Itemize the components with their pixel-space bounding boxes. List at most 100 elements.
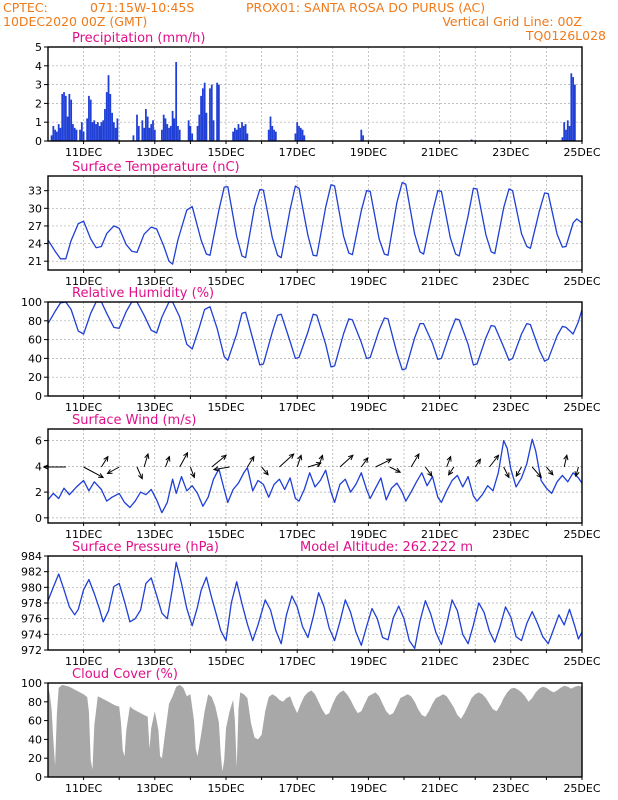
rh-xtick-label: 21DEC — [421, 401, 458, 414]
temp-xtick-label: 15DEC — [207, 275, 244, 288]
precip-bar — [100, 122, 103, 141]
pres-ytick-label: 984 — [21, 550, 42, 563]
cloud-xtick-label: 25DEC — [563, 782, 600, 795]
wind-xtick-label: 25DEC — [563, 528, 600, 541]
rh-frame — [47, 301, 583, 397]
precip-bar — [109, 94, 112, 141]
wind-vector-head — [297, 454, 303, 461]
cloud-xtick-label: 23DEC — [492, 782, 529, 795]
cloud-title: Cloud Cover (%) — [72, 667, 178, 682]
precip-ytick-label: 2 — [35, 97, 42, 110]
wind-vector-head — [548, 469, 554, 476]
cloud-xtick-label: 19DEC — [350, 782, 387, 795]
precip-bar — [168, 127, 170, 141]
precip-bar — [235, 129, 238, 141]
wind-vector-head — [221, 454, 227, 461]
wind-vector-head — [493, 454, 500, 461]
precip-bar — [102, 120, 105, 141]
wind-ytick-label: 2 — [35, 486, 42, 499]
precip-bar — [107, 75, 110, 141]
precip-bar — [114, 127, 117, 141]
temp-ytick-label: 27 — [28, 220, 42, 233]
precip-bar — [565, 129, 567, 141]
precip-bar — [237, 124, 240, 141]
wind-vector-head — [42, 464, 49, 470]
temp-ytick-label: 21 — [28, 255, 42, 268]
precip-bar — [75, 129, 78, 141]
precip-bar — [203, 82, 206, 141]
precip-bar — [570, 73, 573, 141]
rh-xtick-label: 23DEC — [492, 401, 529, 414]
precip-bar — [232, 131, 235, 141]
precip-bar — [57, 124, 60, 141]
pres-xtick-label: 13DEC — [136, 655, 173, 668]
precip-bar — [298, 125, 300, 141]
wind-vector-head — [386, 458, 393, 464]
precip-bar — [93, 120, 96, 141]
precip-bar — [169, 125, 172, 141]
precip-bar — [191, 133, 194, 141]
wind-vector — [307, 462, 322, 468]
temp-title: Surface Temperature (nC) — [72, 160, 240, 175]
temp-xtick-label: 23DEC — [492, 275, 529, 288]
precip-bar — [150, 124, 153, 141]
header-run-id: TQ0126L028 — [525, 28, 606, 43]
wind-vector — [446, 456, 452, 468]
precip-bar — [175, 62, 178, 141]
precip-xtick-label: 15DEC — [207, 146, 244, 159]
wind-vector-head — [138, 473, 143, 480]
precip-bar — [216, 82, 218, 141]
pres-xtick-label: 11DEC — [65, 655, 102, 668]
wind-ytick-label: 6 — [35, 435, 42, 448]
cloud-xtick-label: 15DEC — [207, 782, 244, 795]
wind-vector — [107, 466, 120, 474]
rh-xtick-label: 13DEC — [136, 401, 173, 414]
temp-series-line — [47, 181, 583, 265]
precip-bar — [572, 77, 574, 141]
temp-frame — [47, 175, 583, 271]
precip-bar — [105, 92, 108, 141]
rh-ytick-label: 80 — [28, 315, 42, 328]
precip-bar — [96, 122, 99, 141]
wind-xtick-label: 11DEC — [65, 528, 102, 541]
wind-vector-head — [574, 471, 580, 478]
temp-xtick-label: 11DEC — [65, 275, 102, 288]
precip-bar — [56, 131, 58, 141]
precip-bar — [177, 125, 179, 141]
precip-bar — [66, 116, 69, 141]
precip-bar — [164, 118, 167, 141]
wind-vector-head — [106, 469, 113, 475]
precip-bar — [153, 129, 156, 141]
wind-vector — [575, 466, 579, 477]
wind-vector — [83, 466, 104, 478]
precip-bar — [244, 124, 247, 141]
precip-ytick-label: 4 — [35, 60, 42, 73]
cloud-xtick-label: 13DEC — [136, 782, 173, 795]
rh-xtick-label: 11DEC — [65, 401, 102, 414]
precip-bar — [210, 84, 213, 141]
pres-xtick-label: 23DEC — [492, 655, 529, 668]
wind-panel: 0 2 4 6 11DEC 13DEC 15DEC 17DEC 19DEC 21DEC 23DEC 2… — [35, 413, 601, 541]
precip-bar — [52, 125, 55, 141]
pres-xtick-label: 21DEC — [421, 655, 458, 668]
precip-ytick-label: 0 — [35, 135, 42, 148]
precip-bar — [470, 139, 473, 141]
precip-bar — [132, 135, 135, 141]
precip-bar — [301, 129, 304, 141]
wind-vector-head — [347, 454, 354, 461]
precip-bar — [54, 129, 57, 141]
precip-bar — [241, 122, 243, 141]
rh-xtick-label: 15DEC — [207, 401, 244, 414]
temp-xtick-label: 21DEC — [421, 275, 458, 288]
temp-xtick-label: 17DEC — [279, 275, 316, 288]
precip-bar — [561, 137, 564, 141]
wind-vector-head — [190, 472, 196, 479]
wind-series-line — [47, 438, 583, 514]
wind-vector — [213, 466, 230, 471]
precip-bar — [299, 127, 302, 141]
precip-bar — [79, 129, 81, 141]
cloud-ytick-label: 60 — [28, 715, 42, 728]
wind-vector — [515, 466, 522, 477]
precip-bar — [209, 88, 211, 141]
